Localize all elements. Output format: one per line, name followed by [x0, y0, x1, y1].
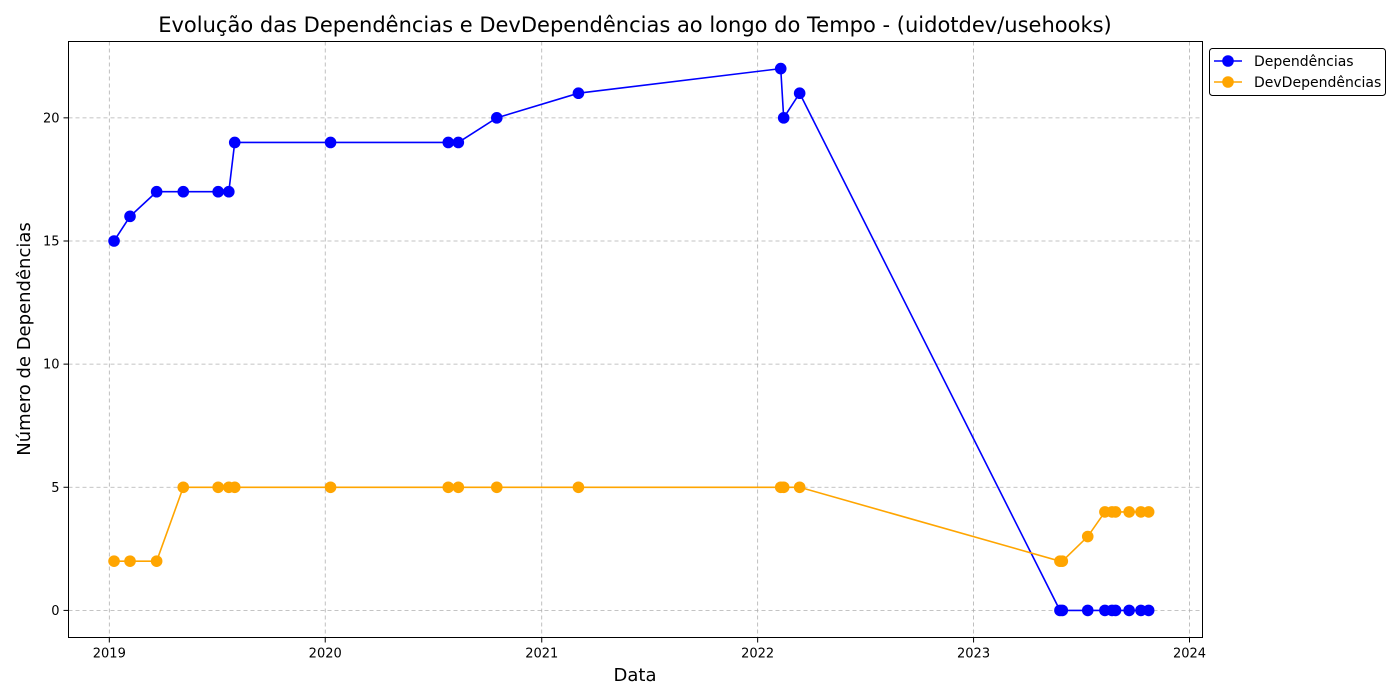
y-tick-label: 5 [51, 481, 59, 496]
legend-label: DevDependências [1254, 75, 1381, 91]
data-point [1109, 604, 1122, 617]
y-axis-title: Número de Dependências [14, 222, 35, 456]
data-point [1056, 555, 1069, 567]
data-point [774, 62, 787, 75]
data-point [1142, 506, 1155, 518]
data-point [212, 481, 224, 494]
data-point [452, 136, 465, 149]
data-point [442, 136, 455, 149]
x-tick-label: 2022 [741, 647, 774, 662]
y-axis: 0 5 10 15 20 [43, 111, 69, 619]
data-point [1081, 530, 1094, 543]
data-point [1123, 604, 1135, 617]
data-point [177, 185, 190, 198]
data-point [793, 481, 806, 494]
legend-item: DevDependências [1214, 75, 1381, 91]
chart-title: Evolução das Dependências e DevDependênc… [158, 13, 1112, 37]
data-point [442, 481, 455, 494]
data-point [452, 481, 465, 494]
data-point [324, 136, 337, 149]
x-tick-label: 2019 [93, 647, 126, 662]
data-point [1123, 506, 1135, 518]
legend-item: Dependências [1214, 54, 1354, 70]
data-point [1056, 604, 1069, 617]
y-tick-label: 10 [43, 358, 60, 373]
x-tick-label: 2023 [957, 647, 990, 662]
data-point [324, 481, 337, 494]
x-tick-label: 2024 [1173, 647, 1206, 662]
x-axis-title: Data [614, 665, 657, 686]
data-point [177, 481, 190, 494]
data-point [1109, 506, 1122, 518]
data-point [777, 112, 790, 124]
plot-area: 2019 2020 2021 2022 2023 2024 0 5 10 15 20 [43, 41, 1206, 662]
data-point [124, 210, 136, 223]
plot-frame [68, 41, 1203, 638]
data-point [793, 87, 806, 100]
data-point [490, 112, 503, 124]
y-tick-label: 0 [51, 604, 59, 619]
y-tick-label: 15 [43, 234, 60, 249]
data-point [108, 235, 120, 247]
legend-marker [1222, 76, 1234, 88]
series-devdependencias [108, 481, 1155, 567]
data-point [572, 87, 585, 100]
y-tick-label: 20 [43, 111, 60, 126]
series-layer [108, 62, 1155, 617]
data-point [1142, 604, 1155, 617]
data-point [228, 481, 241, 494]
x-tick-label: 2020 [309, 647, 342, 662]
legend: Dependências DevDependências [1209, 48, 1386, 96]
x-axis: 2019 2020 2021 2022 2023 2024 [93, 637, 1206, 662]
data-point [150, 185, 163, 198]
data-point [108, 555, 120, 567]
series-dependencias [108, 62, 1155, 617]
legend-label: Dependências [1254, 54, 1354, 70]
data-point [228, 136, 241, 149]
data-point [124, 555, 136, 567]
x-tick-label: 2021 [525, 647, 558, 662]
data-point [212, 185, 224, 198]
data-point [572, 481, 585, 494]
data-point [223, 185, 235, 198]
legend-box [1209, 48, 1386, 96]
legend-marker [1222, 55, 1234, 67]
data-point [150, 555, 163, 567]
data-point [490, 481, 503, 494]
data-point [1081, 604, 1094, 617]
data-point [777, 481, 790, 494]
